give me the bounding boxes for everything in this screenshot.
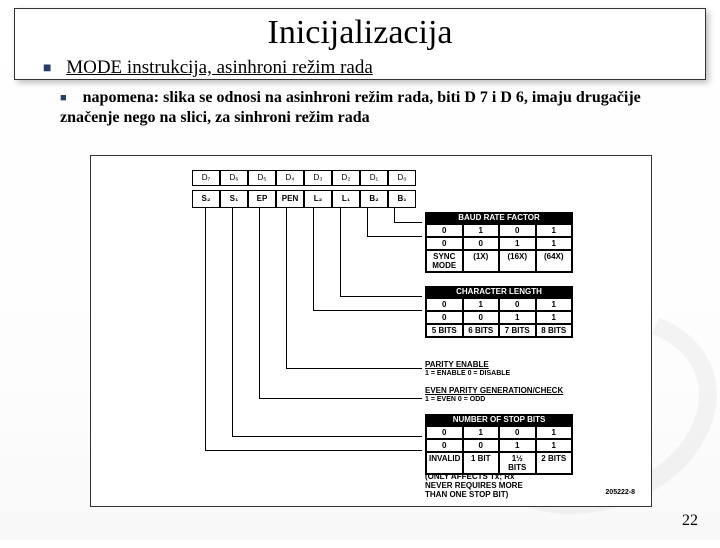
char-length-table: CHARACTER LENGTH 0101 0011 5 BITS6 BITS7… bbox=[425, 286, 573, 338]
slide-title: Inicijalizacija bbox=[15, 9, 705, 55]
baud-rate-table: BAUD RATE FACTOR 0101 0011 SYNC MODE(1X)… bbox=[425, 212, 573, 273]
slide-subtitle: ■ MODE instrukcija, asinhroni režim rada bbox=[43, 57, 373, 79]
part-number: 205222-8 bbox=[605, 489, 635, 496]
stop-note: (ONLY AFFECTS Tx; Rx NEVER REQUIRES MORE… bbox=[425, 472, 605, 499]
bit-label-row: S₂S₁EPPENL₂L₁B₂B₁ bbox=[192, 190, 416, 208]
bullet-icon: ■ bbox=[43, 61, 51, 76]
bit-header-row: D₇D₆D₅D₄D₃D₂D₁D₀ bbox=[192, 170, 416, 186]
even-parity-text: EVEN PARITY GENERATION/CHECK 1 = EVEN 0 … bbox=[425, 386, 625, 403]
stop-bits-table: NUMBER OF STOP BITS 0101 0011 INVALID1 B… bbox=[425, 414, 573, 475]
bullet-icon: ■ bbox=[60, 92, 67, 104]
note-text: ■ napomena: slika se odnosi na asinhroni… bbox=[60, 88, 690, 128]
mode-word-diagram: D₇D₆D₅D₄D₃D₂D₁D₀ S₂S₁EPPENL₂L₁B₂B₁ BAUD … bbox=[90, 155, 652, 507]
parity-enable-text: PARITY ENABLE 1 = ENABLE 0 = DISABLE bbox=[425, 360, 595, 377]
page-number: 22 bbox=[682, 512, 698, 530]
